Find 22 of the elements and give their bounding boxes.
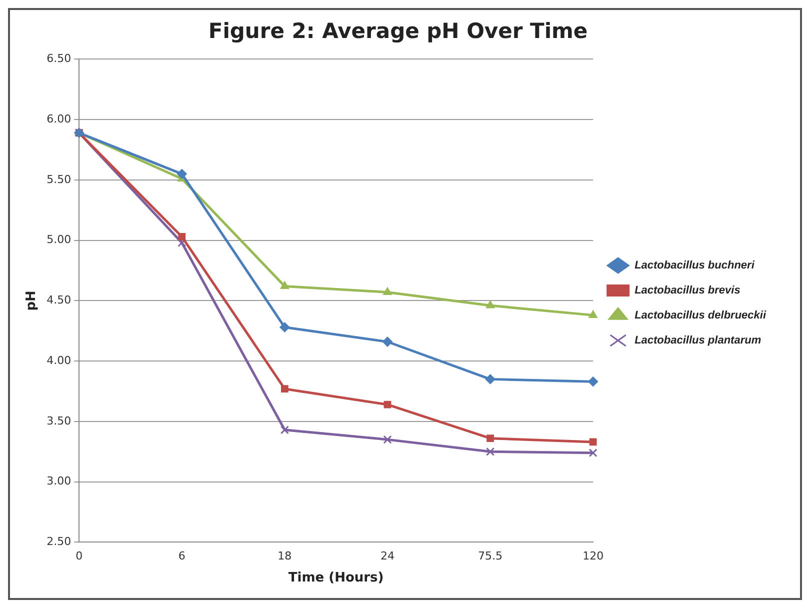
x-axis-title: Time (Hours) [288,570,384,586]
legend-label: Lactobacillus plantarum [634,334,762,347]
chart-title: Figure 2: Average pH Over Time [208,19,588,44]
y-tick-label: 6.50 [46,52,72,66]
y-axis-title: pH [24,290,40,311]
legend-label: Lactobacillus buchneri [634,260,756,272]
x-tick-label: 6 [178,550,186,563]
y-tick-label: 6.00 [46,112,72,126]
y-tick-label: 3.00 [46,474,72,488]
legend-label: Lactobacillus delbrueckii [634,310,767,322]
y-tick-label: 5.00 [46,233,72,246]
y-tick-label: 2.50 [46,535,72,548]
x-tick-label: 120 [582,550,604,563]
x-tick-label: 18 [278,550,292,563]
y-tick-label: 4.50 [46,294,72,307]
legend-label: Lactobacillus brevis [634,284,740,297]
y-tick-label: 3.50 [46,414,72,428]
x-tick-label: 0 [76,550,83,563]
x-tick-label: 24 [380,550,394,563]
x-tick-label: 75.5 [478,550,503,563]
y-tick-label: 4.00 [46,354,72,367]
y-tick-label: 5.50 [46,172,72,186]
